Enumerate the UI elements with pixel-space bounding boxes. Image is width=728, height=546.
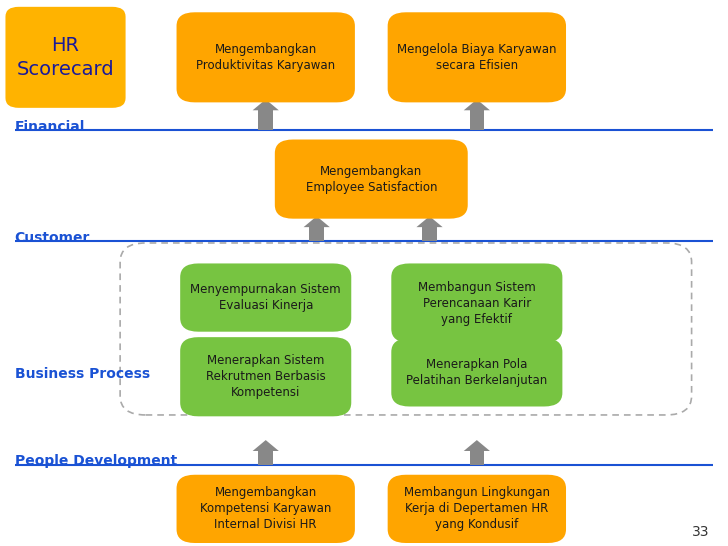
FancyBboxPatch shape	[388, 474, 566, 543]
Polygon shape	[309, 227, 324, 241]
Polygon shape	[464, 440, 490, 451]
FancyBboxPatch shape	[181, 263, 352, 331]
Text: Mengembangkan
Employee Satisfaction: Mengembangkan Employee Satisfaction	[306, 164, 437, 194]
Text: Business Process: Business Process	[15, 367, 150, 381]
Text: Customer: Customer	[15, 230, 90, 245]
Polygon shape	[304, 216, 330, 227]
Polygon shape	[253, 440, 279, 451]
Polygon shape	[416, 216, 443, 227]
Text: 33: 33	[692, 525, 710, 539]
Text: Mengembangkan
Kompetensi Karyawan
Internal Divisi HR: Mengembangkan Kompetensi Karyawan Intern…	[200, 486, 331, 531]
Text: Membangun Lingkungan
Kerja di Depertamen HR
yang Kondusif: Membangun Lingkungan Kerja di Depertamen…	[404, 486, 550, 531]
Polygon shape	[258, 110, 273, 130]
Polygon shape	[470, 110, 484, 130]
Text: Financial: Financial	[15, 120, 85, 134]
Polygon shape	[464, 99, 490, 110]
Polygon shape	[253, 99, 279, 110]
Text: Menerapkan Sistem
Rekrutmen Berbasis
Kompetensi: Menerapkan Sistem Rekrutmen Berbasis Kom…	[206, 354, 325, 399]
Text: People Development: People Development	[15, 454, 177, 468]
FancyBboxPatch shape	[392, 263, 563, 343]
FancyBboxPatch shape	[181, 337, 352, 417]
Text: HR
Scorecard: HR Scorecard	[17, 36, 114, 79]
FancyBboxPatch shape	[275, 139, 468, 218]
Text: Mengelola Biaya Karyawan
secara Efisien: Mengelola Biaya Karyawan secara Efisien	[397, 43, 557, 72]
FancyBboxPatch shape	[177, 12, 355, 103]
FancyBboxPatch shape	[392, 338, 563, 406]
Polygon shape	[258, 451, 273, 465]
Polygon shape	[422, 227, 437, 241]
Text: Menyempurnakan Sistem
Evaluasi Kinerja: Menyempurnakan Sistem Evaluasi Kinerja	[191, 283, 341, 312]
Text: Mengembangkan
Produktivitas Karyawan: Mengembangkan Produktivitas Karyawan	[196, 43, 336, 72]
FancyBboxPatch shape	[177, 474, 355, 543]
FancyBboxPatch shape	[5, 7, 126, 108]
Text: Membangun Sistem
Perencanaan Karir
yang Efektif: Membangun Sistem Perencanaan Karir yang …	[418, 281, 536, 325]
Polygon shape	[470, 451, 484, 465]
Text: Menerapkan Pola
Pelatihan Berkelanjutan: Menerapkan Pola Pelatihan Berkelanjutan	[406, 358, 547, 387]
FancyBboxPatch shape	[388, 12, 566, 103]
